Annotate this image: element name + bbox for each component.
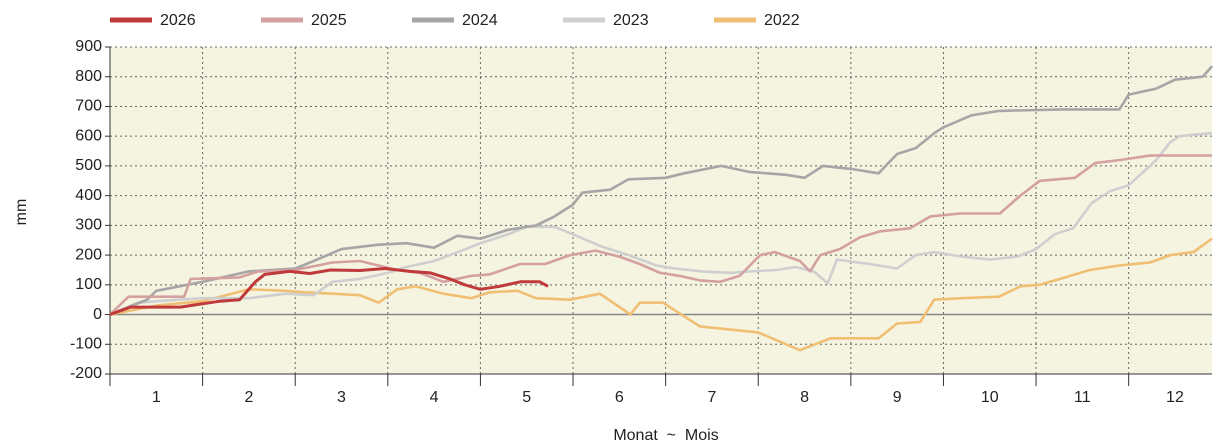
x-tick-label: 5: [522, 389, 531, 406]
x-tick-label: 10: [981, 389, 999, 406]
series-line: [109, 237, 1213, 352]
y-tick-label: -200: [70, 365, 102, 382]
y-tick-label: 0: [93, 306, 102, 323]
plot-area: [110, 47, 1212, 374]
y-tick-label: 600: [75, 127, 102, 144]
x-tick-label: 1: [152, 389, 161, 406]
legend-label: 2026: [160, 12, 196, 29]
legend-label: 2024: [462, 12, 498, 29]
y-tick-label: 500: [75, 157, 102, 174]
legend-label: 2025: [311, 12, 347, 29]
x-tick-label: 6: [615, 389, 624, 406]
x-tick-label: 2: [244, 389, 253, 406]
y-axis-label: mm: [13, 199, 30, 226]
x-tick-label: 9: [893, 389, 902, 406]
x-tick-label: 3: [337, 389, 346, 406]
x-tick-label: 7: [707, 389, 716, 406]
y-tick-label: 400: [75, 187, 102, 204]
series-line: [109, 65, 1213, 316]
y-tick-label: 700: [75, 98, 102, 115]
x-axis-label: Monat ~ Mois: [613, 427, 718, 441]
x-tick-label: 11: [1074, 389, 1091, 406]
legend-label: 2022: [764, 12, 800, 29]
series-line: [109, 267, 549, 316]
y-tick-label: 300: [75, 217, 102, 234]
x-tick-label: 4: [430, 389, 439, 406]
y-tick-label: 200: [75, 246, 102, 263]
x-tick-label: 8: [800, 389, 809, 406]
series-line: [109, 154, 1212, 316]
series-line: [109, 131, 1213, 316]
y-tick-label: 900: [75, 38, 102, 55]
legend-label: 2023: [613, 12, 649, 29]
y-tick-label: 100: [75, 276, 102, 293]
x-tick-label: 12: [1166, 389, 1184, 406]
y-tick-label: 800: [75, 68, 102, 85]
y-tick-label: -100: [70, 335, 102, 352]
